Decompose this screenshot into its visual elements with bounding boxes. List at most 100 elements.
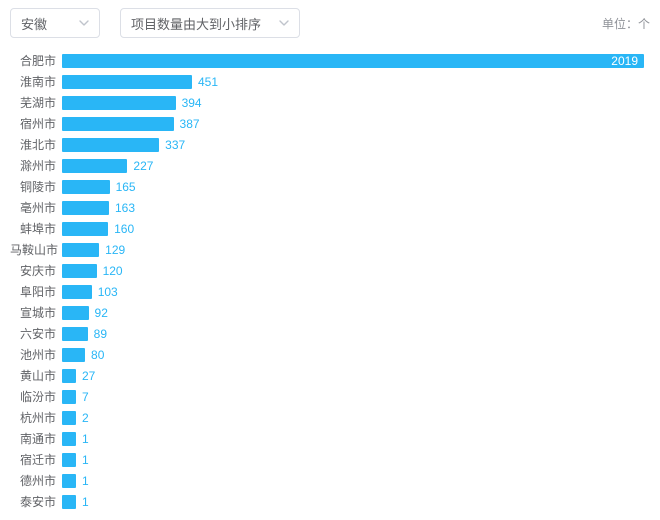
bar-row: 泰安市1 [10,491,650,512]
bar-row: 淮北市 337 [10,134,650,155]
bar-row: 宿迁市1 [10,449,650,470]
bar-value: 165 [116,180,136,194]
bar-label: 宿州市 [10,115,62,132]
bar-value: 2019 [611,54,638,68]
bar-value: 27 [82,369,95,383]
bar-value: 163 [115,201,135,215]
bar-track: 103 [62,281,650,302]
bar-value: 387 [180,117,200,131]
bar-track: 451 [62,71,650,92]
chevron-down-icon [279,18,289,28]
bar [62,264,97,278]
bar [62,390,76,404]
bar-label: 阜阳市 [10,283,62,300]
bar-track: 27 [62,365,650,386]
bar [62,201,109,215]
bar-value: 103 [98,285,118,299]
bar-track: 387 [62,113,650,134]
bar-row: 宿州市 387 [10,113,650,134]
bar-track: 120 [62,260,650,281]
bar-track: 160 [62,218,650,239]
bar-label: 临汾市 [10,388,62,405]
bar-row: 马鞍山市129 [10,239,650,260]
bar-value: 129 [105,243,125,257]
bar-value: 337 [165,138,185,152]
province-select[interactable]: 安徽 [10,8,100,38]
bar [62,285,92,299]
bar-label: 安庆市 [10,262,62,279]
bar-track: 1 [62,491,650,512]
bar-value: 1 [82,432,89,446]
bar-row: 合肥市 2019 [10,50,650,71]
bar-label: 合肥市 [10,52,62,69]
bar-track: 1 [62,470,650,491]
bar-row: 南通市 1 [10,428,650,449]
bar-value: 1 [82,474,89,488]
bar [62,369,76,383]
bar-value: 227 [133,159,153,173]
bar-label: 六安市 [10,325,62,342]
bar [62,453,76,467]
bar-row: 安庆市 120 [10,260,650,281]
bar-value: 92 [95,306,108,320]
bar-value: 7 [82,390,89,404]
bar-track: 227 [62,155,650,176]
bar-label: 德州市 [10,472,62,489]
bar-track: 337 [62,134,650,155]
bar-label: 淮南市 [10,73,62,90]
bar-label: 铜陵市 [10,178,62,195]
bar-value: 1 [82,495,89,509]
bar [62,432,76,446]
bar-row: 芜湖市 394 [10,92,650,113]
bar-value: 451 [198,75,218,89]
bar-label: 南通市 [10,430,62,447]
bar-track: 89 [62,323,650,344]
sort-select-value: 项目数量由大到小排序 [131,14,261,33]
bar-value: 89 [94,327,107,341]
bar-row: 阜阳市 103 [10,281,650,302]
bar-row: 临汾市 7 [10,386,650,407]
chevron-down-icon [79,18,89,28]
bar [62,96,176,110]
bar-row: 亳州市 163 [10,197,650,218]
bar: 2019 [62,54,644,68]
bar-label: 芜湖市 [10,94,62,111]
bar [62,495,76,509]
bar-label: 亳州市 [10,199,62,216]
bar-value: 80 [91,348,104,362]
bar-track: 92 [62,302,650,323]
bar-track: 7 [62,386,650,407]
bar-value: 160 [114,222,134,236]
bar-row: 淮南市 451 [10,71,650,92]
bar [62,222,108,236]
bar [62,327,88,341]
bar-track: 1 [62,449,650,470]
bar-track: 80 [62,344,650,365]
bar [62,117,174,131]
bar-label: 淮北市 [10,136,62,153]
bar-label: 黄山市 [10,367,62,384]
bar-label: 蚌埠市 [10,220,62,237]
bar [62,159,127,173]
bar [62,474,76,488]
bar-row: 滁州市227 [10,155,650,176]
bar-row: 铜陵市 165 [10,176,650,197]
bar-row: 蚌埠市 160 [10,218,650,239]
unit-label: 单位：个 [602,15,650,32]
bar-row: 池州市 80 [10,344,650,365]
sort-select[interactable]: 项目数量由大到小排序 [120,8,300,38]
bar-label: 杭州市 [10,409,62,426]
bar [62,180,110,194]
controls-bar: 安徽 项目数量由大到小排序 单位：个 [10,8,650,38]
bar [62,306,89,320]
bar-label: 宿迁市 [10,451,62,468]
bar-value: 120 [103,264,123,278]
bar-row: 杭州市2 [10,407,650,428]
bar-row: 黄山市 27 [10,365,650,386]
bar-track: 2 [62,407,650,428]
bar-track: 129 [62,239,650,260]
bar [62,411,76,425]
bar-row: 宣城市92 [10,302,650,323]
bar-value: 394 [182,96,202,110]
bar-label: 池州市 [10,346,62,363]
